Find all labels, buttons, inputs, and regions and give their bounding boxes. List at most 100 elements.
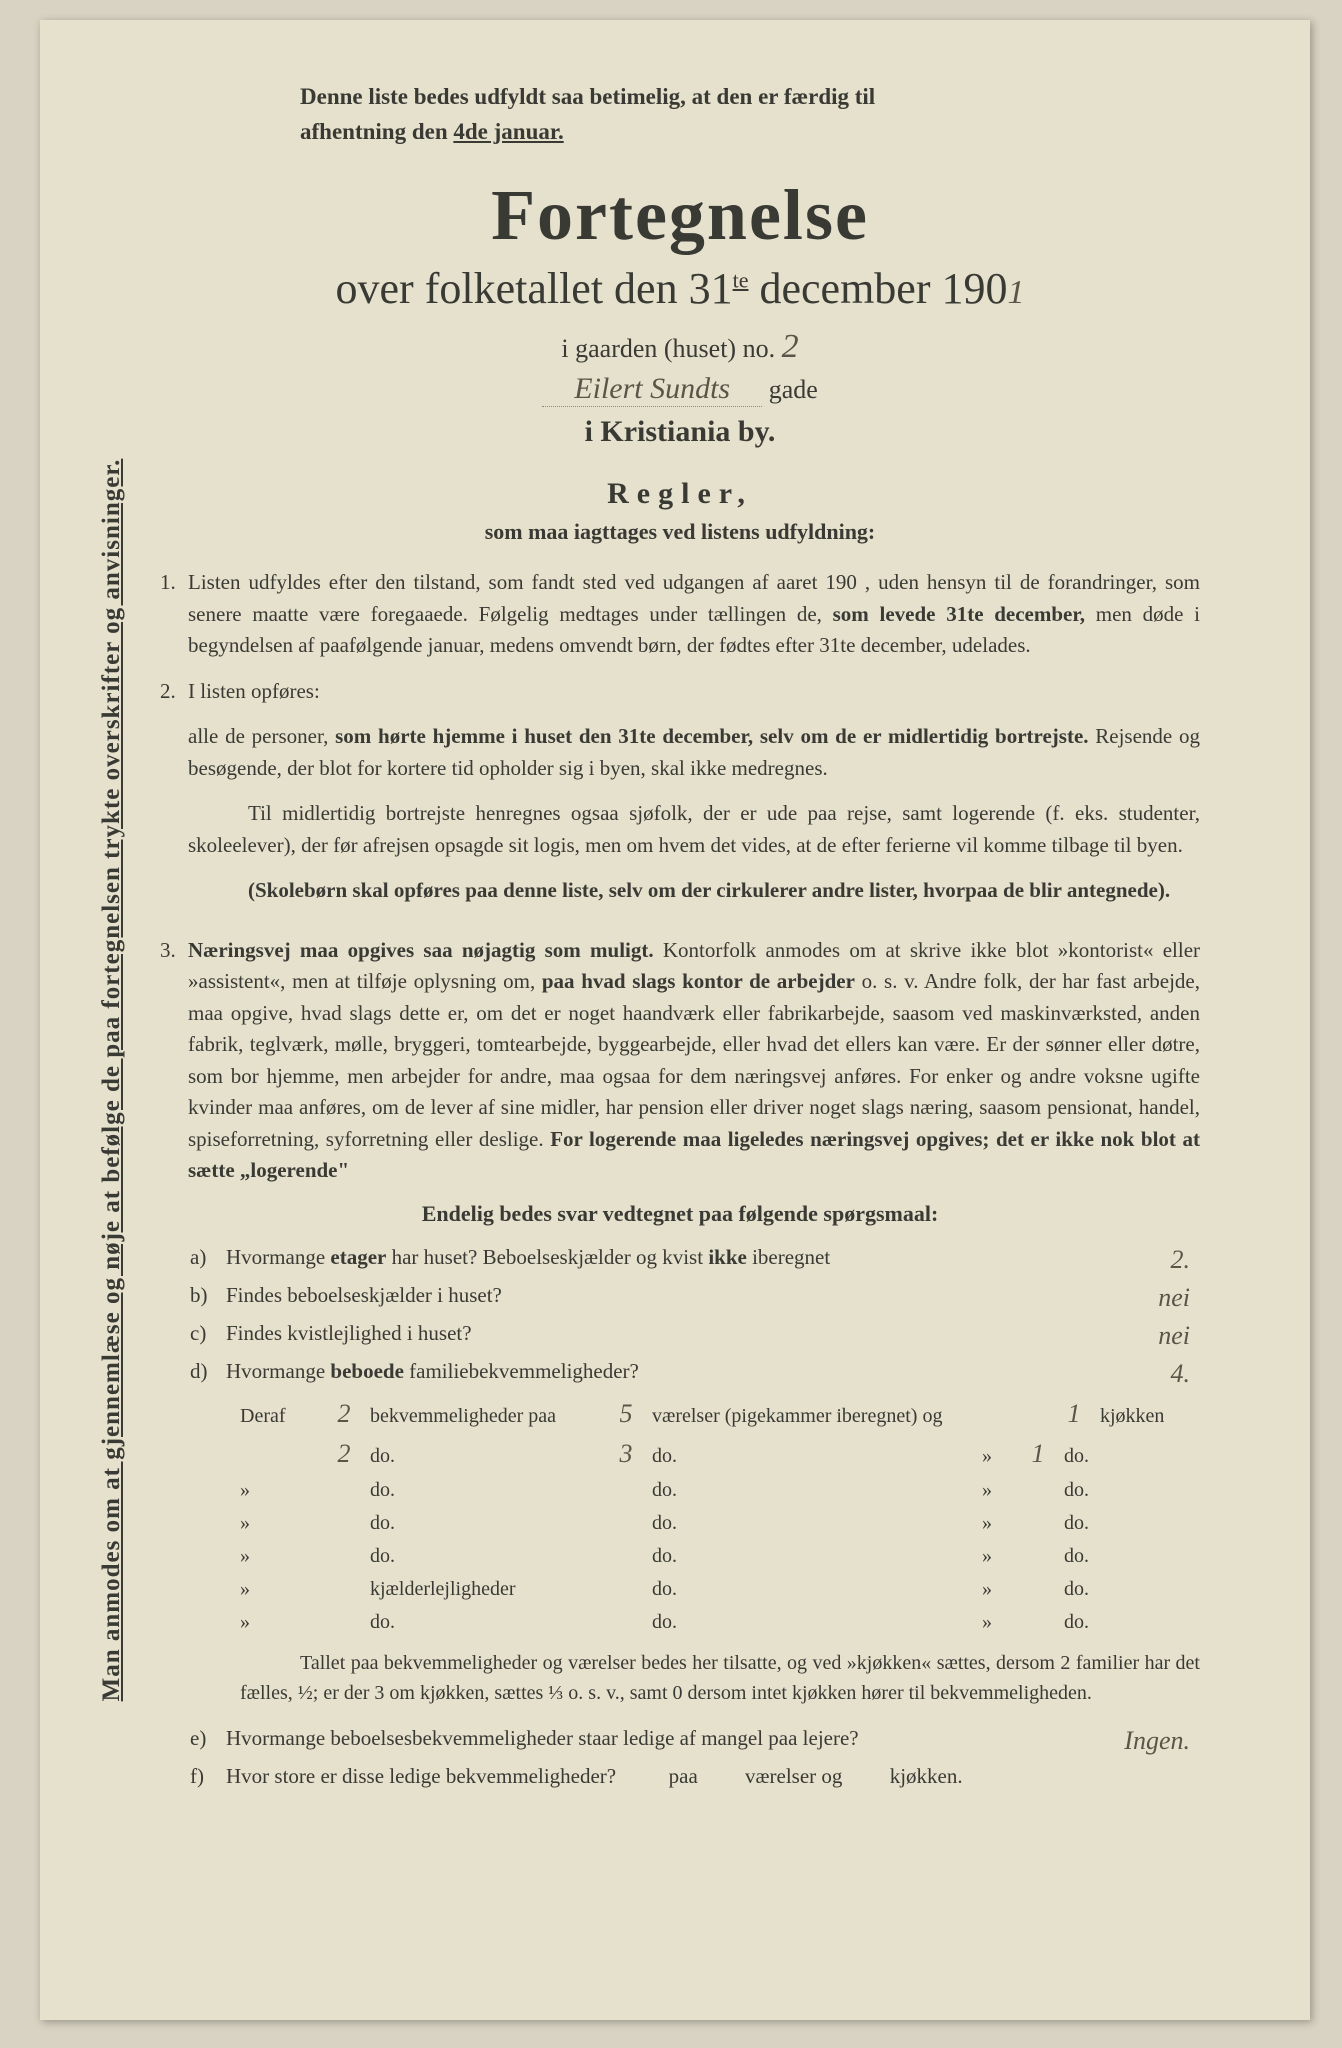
qf-mid3: kjøkken. [890, 1764, 963, 1788]
qb-text: Findes beboelseskjælder i huset? [226, 1283, 1100, 1313]
qb-answer: nei [1100, 1283, 1200, 1313]
deraf-1-e: do. [652, 1445, 762, 1468]
question-f: f) Hvor store er disse ledige bekvemmeli… [160, 1764, 1200, 1789]
deraf-1-g: 1 [1012, 1439, 1064, 1469]
qc-label: c) [190, 1321, 226, 1351]
questions-title: Endelig bedes svar vedtegnet paa følgend… [160, 1201, 1200, 1227]
rule-2-a: alle de personer, som hørte hjemme i hus… [188, 721, 1200, 784]
sub-title-sup: te [733, 267, 749, 292]
deraf-row-1: 2 do. 3 do. » 1 do. [240, 1439, 1200, 1469]
rule-3-body: Næringsvej maa opgives saa nøjagtig som … [188, 935, 1200, 1187]
question-b: b) Findes beboelseskjælder i huset? nei [160, 1283, 1200, 1313]
deraf-0-g: 1 [1048, 1399, 1100, 1429]
sub-title-pre: over folketallet den 31 [336, 264, 733, 313]
qc-answer: nei [1100, 1321, 1200, 1351]
rules-block: 1. Listen udfyldes efter den tilstand, s… [160, 567, 1200, 1187]
top-note: Denne liste bedes udfyldt saa betimelig,… [300, 80, 1200, 149]
rule-1: 1. Listen udfyldes efter den tilstand, s… [160, 567, 1200, 662]
question-d: d) Hvormange beboede familiebekvemmeligh… [160, 1359, 1200, 1389]
house-no-handwritten: 2 [782, 328, 799, 365]
deraf-5-a: » [240, 1578, 318, 1601]
deraf-row-2: » do. do. » do. [240, 1479, 1200, 1502]
deraf-row-5: » kjælderlejligheder do. » do. [240, 1578, 1200, 1601]
deraf-table: Deraf 2 bekvemmeligheder paa 5 værelser … [160, 1399, 1200, 1634]
deraf-row-6: » do. do. » do. [240, 1611, 1200, 1634]
sub-title-post: december 190 [748, 264, 1007, 313]
deraf-6-h: do. [1064, 1611, 1164, 1634]
deraf-1-d: 3 [600, 1439, 652, 1469]
deraf-5-e: do. [652, 1578, 762, 1601]
rule-2-c: (Skolebørn skal opføres paa denne liste,… [188, 875, 1200, 907]
deraf-row-0: Deraf 2 bekvemmeligheder paa 5 værelser … [240, 1399, 1200, 1429]
side-instructions: Man anmodes om at gjennemlæse og nøje at… [98, 280, 126, 1880]
qe-answer: Ingen. [1060, 1726, 1200, 1756]
street-line: Eilert Sundts gade [160, 372, 1200, 407]
deraf-3-h: do. [1064, 1512, 1164, 1535]
deraf-row-4: » do. do. » do. [240, 1545, 1200, 1568]
rule-3-num: 3. [160, 935, 188, 1187]
deraf-0-b: 2 [318, 1399, 370, 1429]
deraf-0-d: 5 [600, 1399, 652, 1429]
rule-3: 3. Næringsvej maa opgives saa nøjagtig s… [160, 935, 1200, 1187]
deraf-1-b: 2 [318, 1439, 370, 1469]
top-note-line1: Denne liste bedes udfyldt saa betimelig,… [300, 84, 875, 109]
qf-label: f) [190, 1764, 226, 1789]
deraf-2-a: » [240, 1479, 318, 1502]
qa-answer: 2. [1100, 1245, 1200, 1275]
main-title: Fortegnelse [160, 174, 1200, 257]
deraf-1-h: do. [1064, 1445, 1164, 1468]
top-note-underline: 4de januar. [453, 119, 563, 144]
regler-title: Regler, [160, 477, 1200, 511]
deraf-row-3: » do. do. » do. [240, 1512, 1200, 1535]
rule-2-intro: I listen opføres: [188, 676, 1200, 708]
deraf-3-c: do. [370, 1512, 600, 1535]
deraf-5-c: kjælderlejligheder [370, 1578, 600, 1601]
top-note-line2-pre: afhentning den [300, 119, 453, 144]
rule-1-body: Listen udfyldes efter den tilstand, som … [188, 567, 1200, 662]
deraf-6-c: do. [370, 1611, 600, 1634]
deraf-0-e: værelser (pigekammer iberegnet) og [652, 1405, 1048, 1428]
qd-answer: 4. [1100, 1359, 1200, 1389]
qf-pre: Hvor store er disse ledige bekvemmelighe… [226, 1764, 616, 1788]
qf-mid1: paa [669, 1764, 698, 1788]
qe-text: Hvormange beboelsesbekvemmeligheder staa… [226, 1726, 1060, 1756]
year-handwritten: 1 [1007, 274, 1024, 311]
question-a: a) Hvormange etager har huset? Beboelses… [160, 1245, 1200, 1275]
qd-label: d) [190, 1359, 226, 1389]
deraf-1-c: do. [370, 1445, 600, 1468]
rule-2-num: 2. [160, 676, 188, 921]
qa-label: a) [190, 1245, 226, 1275]
deraf-5-h: do. [1064, 1578, 1164, 1601]
rule-1-num: 1. [160, 567, 188, 662]
qb-label: b) [190, 1283, 226, 1313]
rule-2-b: Til midlertidig bortrejste henregnes ogs… [188, 798, 1200, 861]
deraf-4-a: » [240, 1545, 318, 1568]
deraf-0-h: kjøkken [1100, 1405, 1200, 1428]
qd-text: Hvormange beboede familiebekvemmelighede… [226, 1359, 1100, 1389]
deraf-3-e: do. [652, 1512, 762, 1535]
deraf-0-a: Deraf [240, 1405, 318, 1428]
deraf-6-a: » [240, 1611, 318, 1634]
sub-title: over folketallet den 31te december 1901 [160, 263, 1200, 314]
qa-text: Hvormange etager har huset? Beboelseskjæ… [226, 1245, 1100, 1275]
deraf-2-c: do. [370, 1479, 600, 1502]
street-name-handwritten: Eilert Sundts [542, 372, 762, 407]
deraf-4-e: do. [652, 1545, 762, 1568]
deraf-6-e: do. [652, 1611, 762, 1634]
deraf-3-a: » [240, 1512, 318, 1535]
deraf-2-e: do. [652, 1479, 762, 1502]
qe-label: e) [190, 1726, 226, 1756]
deraf-4-c: do. [370, 1545, 600, 1568]
deraf-4-h: do. [1064, 1545, 1164, 1568]
gaarden-label: i gaarden (huset) no. [561, 334, 781, 363]
document-page: Man anmodes om at gjennemlæse og nøje at… [40, 20, 1310, 2020]
house-number-line: i gaarden (huset) no. 2 [160, 328, 1200, 366]
city-line: i Kristiania by. [160, 415, 1200, 449]
question-c: c) Findes kvistlejlighed i huset? nei [160, 1321, 1200, 1351]
question-e: e) Hvormange beboelsesbekvemmeligheder s… [160, 1726, 1200, 1756]
deraf-2-h: do. [1064, 1479, 1164, 1502]
rule-2: 2. I listen opføres: alle de personer, s… [160, 676, 1200, 921]
footnote: Tallet paa bekvemmeligheder og værelser … [160, 1648, 1200, 1708]
gade-label: gade [769, 375, 818, 404]
qf-text: Hvor store er disse ledige bekvemmelighe… [226, 1764, 1200, 1789]
